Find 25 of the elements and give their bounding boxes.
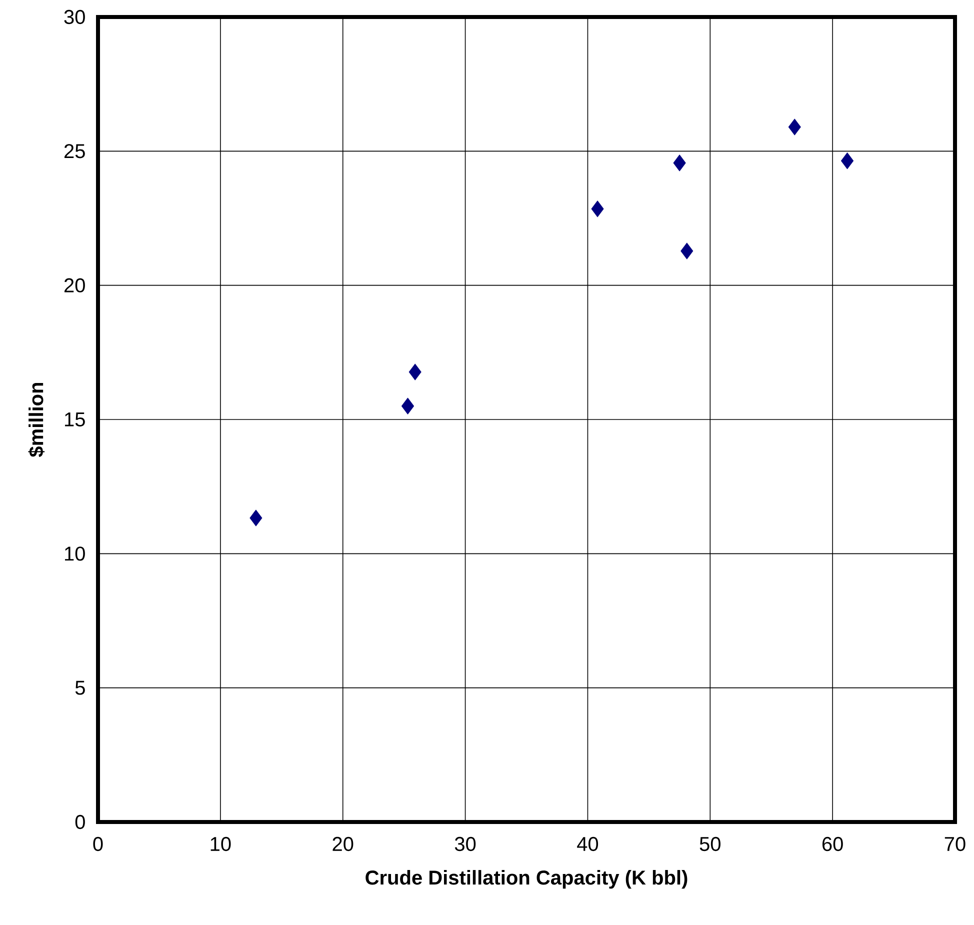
y-tick-label: 5 xyxy=(75,680,85,695)
point xyxy=(591,200,604,218)
y-tick-label: 20 xyxy=(64,278,85,292)
x-tick-label: 50 xyxy=(700,836,720,852)
y-tick-label: 10 xyxy=(65,546,85,561)
y-tick-label: 25 xyxy=(64,144,85,158)
y-tick-label: 30 xyxy=(64,10,85,24)
x-tick-label: 10 xyxy=(210,836,231,852)
x-tick-label: 70 xyxy=(944,836,966,852)
x-tick-label: 60 xyxy=(822,836,843,852)
point xyxy=(680,242,694,260)
point xyxy=(673,154,686,172)
point xyxy=(250,510,262,526)
y-tick-label: 15 xyxy=(65,412,85,426)
x-tick-label: 0 xyxy=(93,836,103,852)
point xyxy=(841,152,854,170)
point xyxy=(408,364,422,380)
x-tick-label: 40 xyxy=(577,836,598,852)
x-tick-label: 20 xyxy=(332,836,354,852)
point xyxy=(401,398,414,414)
x-tick-label: 30 xyxy=(454,836,476,852)
point xyxy=(788,118,801,136)
x-axis-title: Crude Distillation Capacity (K bbl) xyxy=(366,870,688,889)
y-axis-title: $million xyxy=(28,382,45,458)
y-tick-label: 0 xyxy=(75,814,85,830)
